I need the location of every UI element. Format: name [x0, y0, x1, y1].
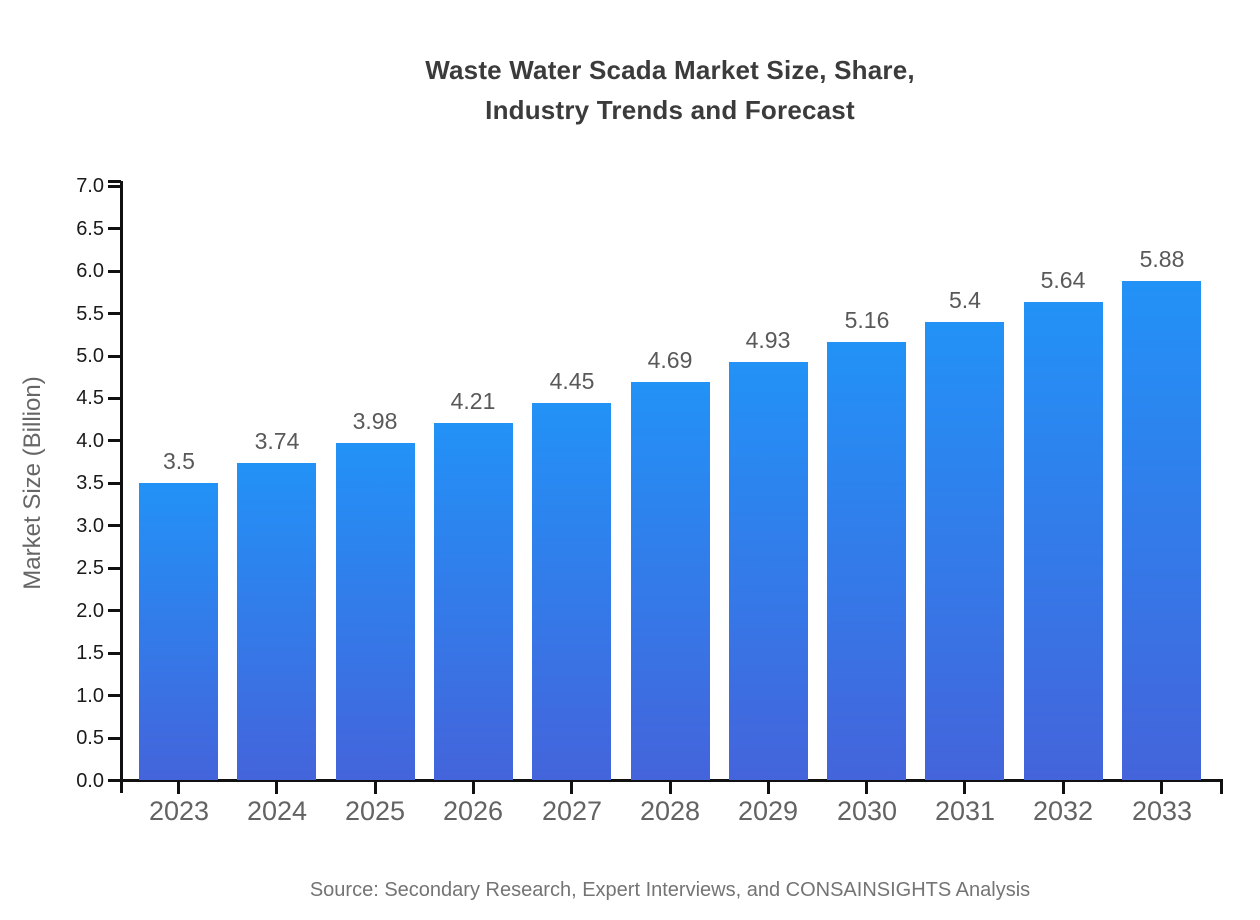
bar — [925, 322, 1004, 780]
y-axis-tick — [108, 397, 121, 400]
y-tick-label: 1.5 — [76, 642, 104, 664]
y-axis-tick — [108, 439, 121, 442]
y-axis-tick — [108, 482, 121, 485]
y-tick-label: 7.0 — [76, 175, 104, 197]
y-axis-tick — [108, 524, 121, 527]
x-tick-label: 2023 — [148, 796, 210, 826]
bar — [237, 463, 316, 780]
y-axis-tick — [108, 609, 121, 612]
x-axis-tick — [767, 781, 770, 794]
y-tick-label: 5.5 — [76, 303, 104, 325]
bar — [631, 382, 710, 780]
y-axis-tick — [108, 185, 121, 188]
y-tick-label: 1.0 — [76, 685, 104, 707]
x-axis-tick — [570, 781, 573, 794]
y-tick-label: 6.5 — [76, 218, 104, 240]
bar — [827, 342, 906, 780]
chart-title: Waste Water Scada Market Size, Share, In… — [425, 55, 915, 125]
y-axis-tick — [108, 567, 121, 570]
bar-value-label: 3.98 — [352, 408, 398, 434]
bar-value-label: 5.16 — [844, 307, 890, 333]
x-tick-label: 2027 — [541, 796, 603, 826]
bar — [1024, 302, 1103, 780]
x-tick-label: 2028 — [639, 796, 701, 826]
x-axis-tick — [669, 781, 672, 794]
y-tick-label: 6.0 — [76, 260, 104, 282]
y-axis-tick — [108, 227, 121, 230]
y-tick-label: 5.0 — [76, 345, 104, 367]
y-axis-top-cap-tick — [108, 180, 121, 183]
x-axis-tick — [963, 781, 966, 794]
y-axis-tick — [108, 355, 121, 358]
x-axis-tick — [1160, 781, 1163, 794]
y-tick-label: 3.0 — [76, 515, 104, 537]
x-axis-line — [120, 779, 1223, 782]
x-axis-end-tick — [1220, 781, 1223, 794]
y-tick-label: 4.0 — [76, 430, 104, 452]
bar-value-label: 5.88 — [1139, 246, 1185, 272]
y-tick-label: 0.5 — [76, 727, 104, 749]
bar-value-label: 4.21 — [450, 388, 496, 414]
x-tick-label: 2033 — [1131, 796, 1193, 826]
x-tick-label: 2032 — [1032, 796, 1094, 826]
y-axis-tick — [108, 694, 121, 697]
bar-value-label: 3.74 — [254, 428, 300, 454]
y-tick-label: 2.0 — [76, 600, 104, 622]
y-axis-tick — [108, 270, 121, 273]
y-axis-tick — [108, 312, 121, 315]
source-note: Source: Secondary Research, Expert Inter… — [309, 879, 1031, 901]
x-tick-label: 2030 — [836, 796, 898, 826]
bar-value-label: 4.69 — [647, 347, 693, 373]
x-axis-tick — [865, 781, 868, 794]
bar-value-label: 5.64 — [1040, 267, 1086, 293]
x-axis-tick — [1062, 781, 1065, 794]
x-tick-label: 2031 — [934, 796, 996, 826]
bar-value-label: 4.93 — [745, 327, 791, 353]
x-axis-tick — [275, 781, 278, 794]
bar — [1122, 281, 1201, 780]
x-tick-label: 2024 — [246, 796, 308, 826]
x-tick-label: 2025 — [344, 796, 406, 826]
y-tick-label: 0.0 — [76, 770, 104, 792]
bar — [729, 362, 808, 780]
bar — [336, 443, 415, 780]
bar-value-label: 5.4 — [949, 287, 981, 313]
y-axis-line — [120, 181, 123, 793]
bar — [139, 483, 218, 780]
x-axis-tick — [177, 781, 180, 794]
y-axis-tick — [108, 779, 121, 782]
x-tick-label: 2029 — [737, 796, 799, 826]
x-axis-tick — [374, 781, 377, 794]
bar-value-label: 4.45 — [549, 368, 595, 394]
y-tick-label: 4.5 — [76, 387, 104, 409]
y-axis-tick — [108, 737, 121, 740]
x-axis-tick — [472, 781, 475, 794]
bar-value-label: 3.5 — [163, 448, 195, 474]
bar — [434, 423, 513, 780]
y-tick-label: 3.5 — [76, 472, 104, 494]
y-axis-tick — [108, 652, 121, 655]
bar — [532, 403, 611, 780]
x-tick-label: 2026 — [442, 796, 504, 826]
y-tick-label: 2.5 — [76, 557, 104, 579]
